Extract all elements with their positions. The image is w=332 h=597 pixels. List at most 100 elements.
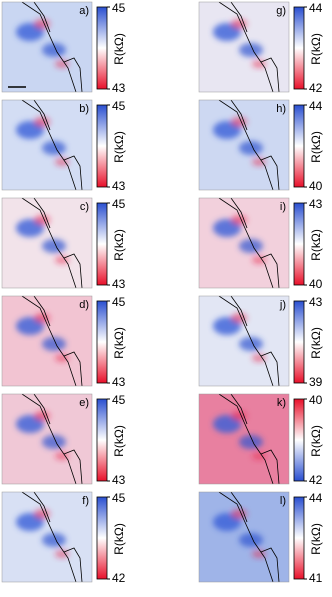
colorbar-min: 43 bbox=[112, 473, 126, 487]
contact-outline bbox=[260, 57, 280, 92]
blob bbox=[55, 354, 69, 362]
blob bbox=[239, 141, 263, 155]
contact-outline bbox=[260, 253, 280, 288]
contact-outline bbox=[260, 449, 280, 484]
map-frame bbox=[1, 295, 93, 387]
blob bbox=[252, 60, 266, 68]
map-frame bbox=[198, 491, 290, 583]
map-frame bbox=[1, 491, 93, 583]
panel-label: a) bbox=[79, 5, 89, 17]
colorbar-min: 43 bbox=[112, 277, 126, 291]
panel-label: f) bbox=[82, 495, 89, 507]
colorbar-label: R(kΩ) bbox=[112, 327, 126, 359]
colorbar-label: R(kΩ) bbox=[309, 131, 323, 163]
blob bbox=[252, 158, 266, 166]
blob bbox=[42, 43, 66, 57]
colorbar-min: 40 bbox=[309, 277, 323, 291]
blob bbox=[239, 337, 263, 351]
blob bbox=[231, 117, 247, 127]
sample-outline bbox=[230, 100, 248, 131]
panel: k) 40 42 R(kΩ) bbox=[198, 393, 323, 487]
colorbar-max: 45 bbox=[112, 295, 126, 309]
sample-outline bbox=[33, 198, 51, 229]
colorbar-label: R(kΩ) bbox=[309, 523, 323, 555]
sample-outline bbox=[218, 198, 274, 288]
blob bbox=[42, 435, 66, 449]
contact-outline bbox=[63, 547, 83, 582]
sample-outline bbox=[33, 296, 51, 327]
map-frame bbox=[1, 393, 93, 485]
blob bbox=[34, 411, 50, 421]
sample-outline bbox=[21, 2, 77, 92]
panel-label: c) bbox=[80, 201, 89, 213]
panel-label: i) bbox=[280, 201, 286, 213]
sample-outline bbox=[230, 198, 248, 229]
map-frame bbox=[198, 295, 290, 387]
blob bbox=[34, 215, 50, 225]
colorbar bbox=[96, 496, 108, 580]
sample-outline bbox=[218, 394, 274, 484]
colorbar-max: 44 bbox=[309, 99, 323, 113]
map-image bbox=[2, 198, 92, 288]
panel: b) 45 43 R(kΩ) bbox=[1, 99, 126, 193]
sample-outline bbox=[33, 492, 51, 523]
contact-outline bbox=[260, 155, 280, 190]
blob bbox=[55, 550, 69, 558]
colorbar-label: R(kΩ) bbox=[112, 33, 126, 65]
colorbar bbox=[96, 104, 108, 188]
blob bbox=[252, 256, 266, 264]
sample-outline bbox=[33, 2, 51, 33]
colorbar-max: 43 bbox=[309, 197, 323, 211]
panel: i) 43 40 R(kΩ) bbox=[198, 197, 323, 291]
blob bbox=[55, 452, 69, 460]
sample-outline bbox=[21, 492, 77, 582]
colorbar-min: 43 bbox=[112, 179, 126, 193]
sample-outline bbox=[33, 394, 51, 425]
colorbar-min: 41 bbox=[309, 571, 323, 585]
colorbar-label: R(kΩ) bbox=[112, 131, 126, 163]
colorbar bbox=[96, 202, 108, 286]
panel: c) 45 43 R(kΩ) bbox=[1, 197, 126, 291]
blob bbox=[55, 60, 69, 68]
colorbar bbox=[96, 398, 108, 482]
panel-label: l) bbox=[280, 495, 286, 507]
colorbar-label: R(kΩ) bbox=[309, 425, 323, 457]
blob bbox=[231, 215, 247, 225]
colorbar-max: 40 bbox=[309, 393, 323, 407]
blob bbox=[252, 354, 266, 362]
colorbar-min: 42 bbox=[309, 473, 323, 487]
sample-outline bbox=[21, 394, 77, 484]
panel: j) 43 39 R(kΩ) bbox=[198, 295, 323, 389]
colorbar-min: 40 bbox=[309, 179, 323, 193]
map-image bbox=[2, 492, 92, 582]
blob bbox=[42, 533, 66, 547]
panel: l) 44 41 R(kΩ) bbox=[198, 491, 323, 585]
blob bbox=[34, 509, 50, 519]
panel: d) 45 43 R(kΩ) bbox=[1, 295, 126, 389]
map-features bbox=[213, 313, 266, 362]
colorbar-max: 45 bbox=[112, 1, 126, 15]
blob bbox=[239, 239, 263, 253]
colorbar-min: 43 bbox=[112, 375, 126, 389]
panel-label: e) bbox=[79, 397, 89, 409]
colorbar bbox=[96, 6, 108, 90]
map-image bbox=[199, 100, 289, 190]
map-features bbox=[16, 19, 69, 68]
blob bbox=[239, 43, 263, 57]
colorbar-max: 44 bbox=[309, 1, 323, 15]
colorbar bbox=[293, 300, 305, 384]
sample-outline bbox=[21, 296, 77, 386]
contact-outline bbox=[63, 57, 83, 92]
sample-outline bbox=[230, 296, 248, 327]
panel-label: k) bbox=[277, 397, 286, 409]
colorbar-label: R(kΩ) bbox=[112, 425, 126, 457]
sample-outline bbox=[33, 100, 51, 131]
blob bbox=[231, 411, 247, 421]
map-frame bbox=[1, 197, 93, 289]
contact-outline bbox=[63, 253, 83, 288]
colorbar-label: R(kΩ) bbox=[112, 523, 126, 555]
map-image bbox=[199, 492, 289, 582]
blob bbox=[42, 141, 66, 155]
colorbar bbox=[293, 202, 305, 286]
map-image bbox=[2, 2, 92, 92]
